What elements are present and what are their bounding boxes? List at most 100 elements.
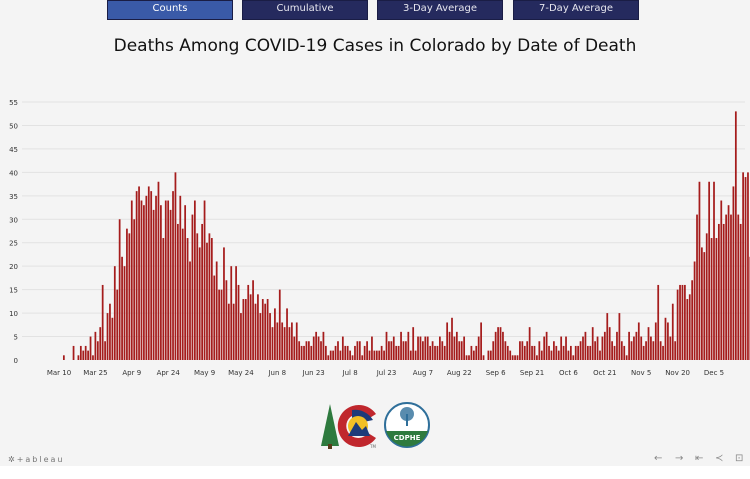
bar[interactable] xyxy=(434,345,436,360)
bar[interactable] xyxy=(565,336,567,360)
bar[interactable] xyxy=(375,350,378,360)
bar[interactable] xyxy=(230,266,233,360)
bar[interactable] xyxy=(489,350,492,360)
tab-7-day-average[interactable]: 7-Day Average xyxy=(513,0,639,20)
bar[interactable] xyxy=(613,345,616,360)
bar[interactable] xyxy=(419,336,422,360)
bar[interactable] xyxy=(424,336,427,360)
bar[interactable] xyxy=(696,214,698,360)
bar[interactable] xyxy=(611,341,613,360)
bar[interactable] xyxy=(708,181,711,360)
bar[interactable] xyxy=(349,350,351,360)
bar[interactable] xyxy=(737,214,740,360)
bar[interactable] xyxy=(322,331,325,360)
bar[interactable] xyxy=(111,317,114,360)
bar[interactable] xyxy=(531,345,533,360)
bar[interactable] xyxy=(591,327,594,360)
bar[interactable] xyxy=(511,355,514,360)
bar[interactable] xyxy=(177,223,179,360)
bar[interactable] xyxy=(371,336,373,360)
bar[interactable] xyxy=(210,238,213,360)
bar[interactable] xyxy=(555,345,558,360)
bar[interactable] xyxy=(618,313,621,360)
bar[interactable] xyxy=(358,341,361,360)
bar[interactable] xyxy=(460,341,463,360)
bar[interactable] xyxy=(397,345,400,360)
bar[interactable] xyxy=(577,345,580,360)
bar[interactable] xyxy=(385,331,388,360)
bar[interactable] xyxy=(383,350,385,360)
bar[interactable] xyxy=(633,336,635,360)
bar[interactable] xyxy=(409,350,412,360)
bar[interactable] xyxy=(172,191,174,360)
bar[interactable] xyxy=(366,341,368,360)
bar[interactable] xyxy=(526,341,529,360)
bar[interactable] xyxy=(101,284,104,360)
bar[interactable] xyxy=(116,289,119,360)
bar[interactable] xyxy=(635,331,638,360)
bar[interactable] xyxy=(494,331,497,360)
bar[interactable] xyxy=(143,205,145,360)
bar[interactable] xyxy=(215,261,218,360)
bar[interactable] xyxy=(446,322,449,360)
bar[interactable] xyxy=(123,266,126,360)
bar[interactable] xyxy=(523,345,526,360)
bar[interactable] xyxy=(303,345,305,360)
bar[interactable] xyxy=(261,299,264,360)
bar[interactable] xyxy=(647,327,650,360)
bar[interactable] xyxy=(519,341,521,360)
bar[interactable] xyxy=(361,355,364,360)
bar[interactable] xyxy=(138,186,140,360)
bar[interactable] xyxy=(502,331,504,360)
bar[interactable] xyxy=(623,345,626,360)
bar[interactable] xyxy=(628,331,630,360)
tab-counts[interactable]: Counts xyxy=(107,0,233,20)
bar[interactable] xyxy=(62,355,65,360)
bar[interactable] xyxy=(189,261,191,360)
bar[interactable] xyxy=(244,299,247,360)
bar[interactable] xyxy=(480,322,482,360)
bar[interactable] xyxy=(514,355,516,360)
bar[interactable] xyxy=(562,345,565,360)
bar[interactable] xyxy=(152,209,155,360)
bar[interactable] xyxy=(725,214,728,360)
bar[interactable] xyxy=(439,336,441,360)
bar[interactable] xyxy=(79,345,82,360)
bar[interactable] xyxy=(281,322,284,360)
bar[interactable] xyxy=(458,341,461,360)
bar[interactable] xyxy=(472,350,475,360)
bar[interactable] xyxy=(567,350,570,360)
bar[interactable] xyxy=(179,195,182,360)
redo-icon[interactable]: → xyxy=(675,453,684,464)
bar[interactable] xyxy=(482,355,485,360)
share-icon[interactable]: ≺ xyxy=(715,453,724,464)
bar[interactable] xyxy=(104,341,106,360)
bar[interactable] xyxy=(147,186,150,360)
bar[interactable] xyxy=(92,355,94,360)
bar[interactable] xyxy=(715,238,718,360)
bar[interactable] xyxy=(346,345,349,360)
bar[interactable] xyxy=(249,294,252,360)
bar[interactable] xyxy=(334,345,337,360)
bar[interactable] xyxy=(380,345,383,360)
bar[interactable] xyxy=(589,345,592,360)
bar[interactable] xyxy=(310,345,313,360)
bar[interactable] xyxy=(206,242,208,360)
bar[interactable] xyxy=(363,345,366,360)
bar[interactable] xyxy=(145,195,148,360)
bar[interactable] xyxy=(713,181,715,360)
bar[interactable] xyxy=(150,191,153,360)
bar[interactable] xyxy=(308,341,310,360)
bar[interactable] xyxy=(417,336,419,360)
bar[interactable] xyxy=(240,313,242,360)
bar[interactable] xyxy=(686,299,689,360)
bar[interactable] xyxy=(315,331,318,360)
tab-cumulative[interactable]: Cumulative xyxy=(242,0,368,20)
bar[interactable] xyxy=(167,200,170,360)
bar[interactable] xyxy=(72,345,75,360)
bar[interactable] xyxy=(193,200,196,360)
bar[interactable] xyxy=(455,331,458,360)
bar[interactable] xyxy=(625,355,628,360)
bar[interactable] xyxy=(747,172,749,360)
bar[interactable] xyxy=(579,341,582,360)
